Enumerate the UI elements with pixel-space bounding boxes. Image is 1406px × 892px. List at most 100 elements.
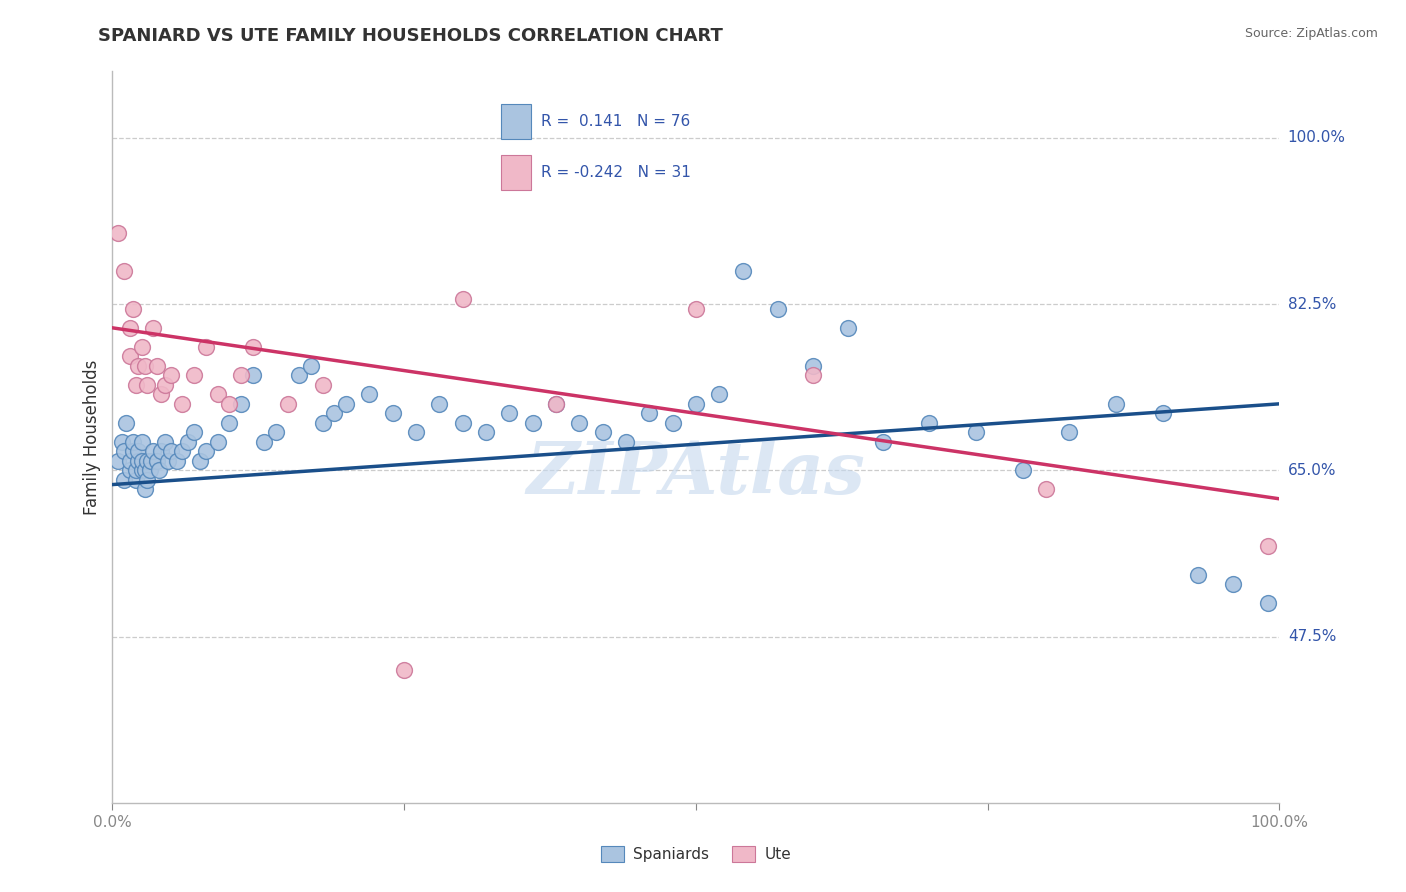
Point	[157, 454, 180, 468]
Point	[207, 434, 229, 449]
Point	[139, 463, 162, 477]
Point	[427, 397, 450, 411]
Point	[188, 454, 211, 468]
Point	[131, 463, 153, 477]
Point	[218, 397, 240, 411]
Point	[150, 387, 173, 401]
Point	[801, 359, 824, 373]
Point	[522, 416, 544, 430]
Point	[311, 377, 333, 392]
Point	[172, 444, 194, 458]
Point	[118, 463, 141, 477]
Point	[127, 359, 149, 373]
Text: 82.5%: 82.5%	[1288, 297, 1336, 311]
Point	[207, 387, 229, 401]
Point	[153, 377, 176, 392]
Point	[1257, 596, 1279, 610]
Point	[136, 377, 159, 392]
Point	[394, 663, 416, 677]
Point	[127, 454, 149, 468]
Point	[405, 425, 427, 440]
Point	[381, 406, 404, 420]
Point	[918, 416, 941, 430]
Point	[125, 377, 148, 392]
Point	[253, 434, 276, 449]
Point	[1035, 483, 1057, 497]
Point	[194, 444, 217, 458]
Point	[801, 368, 824, 383]
Point	[136, 473, 159, 487]
Point	[323, 406, 346, 420]
Point	[134, 463, 156, 477]
Point	[498, 406, 520, 420]
Text: ZIPAtlas: ZIPAtlas	[527, 438, 865, 509]
Point	[276, 397, 298, 411]
Point	[160, 444, 183, 458]
Point	[592, 425, 614, 440]
Point	[229, 397, 252, 411]
Point	[299, 359, 322, 373]
Point	[115, 416, 138, 430]
Point	[359, 387, 381, 401]
Point	[1152, 406, 1174, 420]
Point	[111, 434, 134, 449]
Point	[1105, 397, 1128, 411]
Point	[965, 425, 987, 440]
Point	[183, 368, 205, 383]
Point	[544, 397, 567, 411]
Point	[194, 340, 217, 354]
Point	[142, 444, 165, 458]
Point	[166, 454, 188, 468]
Point	[153, 434, 176, 449]
Point	[125, 463, 148, 477]
Point	[451, 416, 474, 430]
Point	[142, 321, 165, 335]
Y-axis label: Family Households: Family Households	[83, 359, 101, 515]
Point	[148, 463, 170, 477]
Point	[451, 293, 474, 307]
Point	[872, 434, 894, 449]
Point	[638, 406, 661, 420]
Point	[107, 226, 129, 240]
Point	[837, 321, 859, 335]
Text: 47.5%: 47.5%	[1288, 629, 1336, 644]
Point	[131, 454, 153, 468]
Point	[172, 397, 194, 411]
Point	[731, 264, 754, 278]
Point	[122, 444, 145, 458]
Point	[131, 340, 153, 354]
Point	[127, 444, 149, 458]
Point	[335, 397, 357, 411]
Point	[475, 425, 498, 440]
Point	[160, 368, 183, 383]
Text: Source: ZipAtlas.com: Source: ZipAtlas.com	[1244, 27, 1378, 40]
Point	[118, 321, 141, 335]
Point	[1187, 567, 1209, 582]
Point	[1222, 577, 1244, 591]
Point	[131, 434, 153, 449]
Text: SPANIARD VS UTE FAMILY HOUSEHOLDS CORRELATION CHART: SPANIARD VS UTE FAMILY HOUSEHOLDS CORREL…	[98, 27, 723, 45]
Point	[544, 397, 567, 411]
Text: 100.0%: 100.0%	[1288, 130, 1346, 145]
Point	[1011, 463, 1033, 477]
Point	[136, 454, 159, 468]
Point	[183, 425, 205, 440]
Point	[311, 416, 333, 430]
Point	[1059, 425, 1081, 440]
Point	[139, 454, 162, 468]
Text: 65.0%: 65.0%	[1288, 463, 1336, 478]
Point	[264, 425, 287, 440]
Point	[288, 368, 311, 383]
Point	[125, 473, 148, 487]
Point	[118, 454, 141, 468]
Point	[661, 416, 683, 430]
Point	[568, 416, 591, 430]
Point	[146, 359, 169, 373]
Point	[122, 301, 145, 316]
Point	[685, 397, 707, 411]
Point	[134, 483, 156, 497]
Point	[118, 349, 141, 363]
Point	[709, 387, 731, 401]
Point	[122, 434, 145, 449]
Point	[242, 340, 264, 354]
